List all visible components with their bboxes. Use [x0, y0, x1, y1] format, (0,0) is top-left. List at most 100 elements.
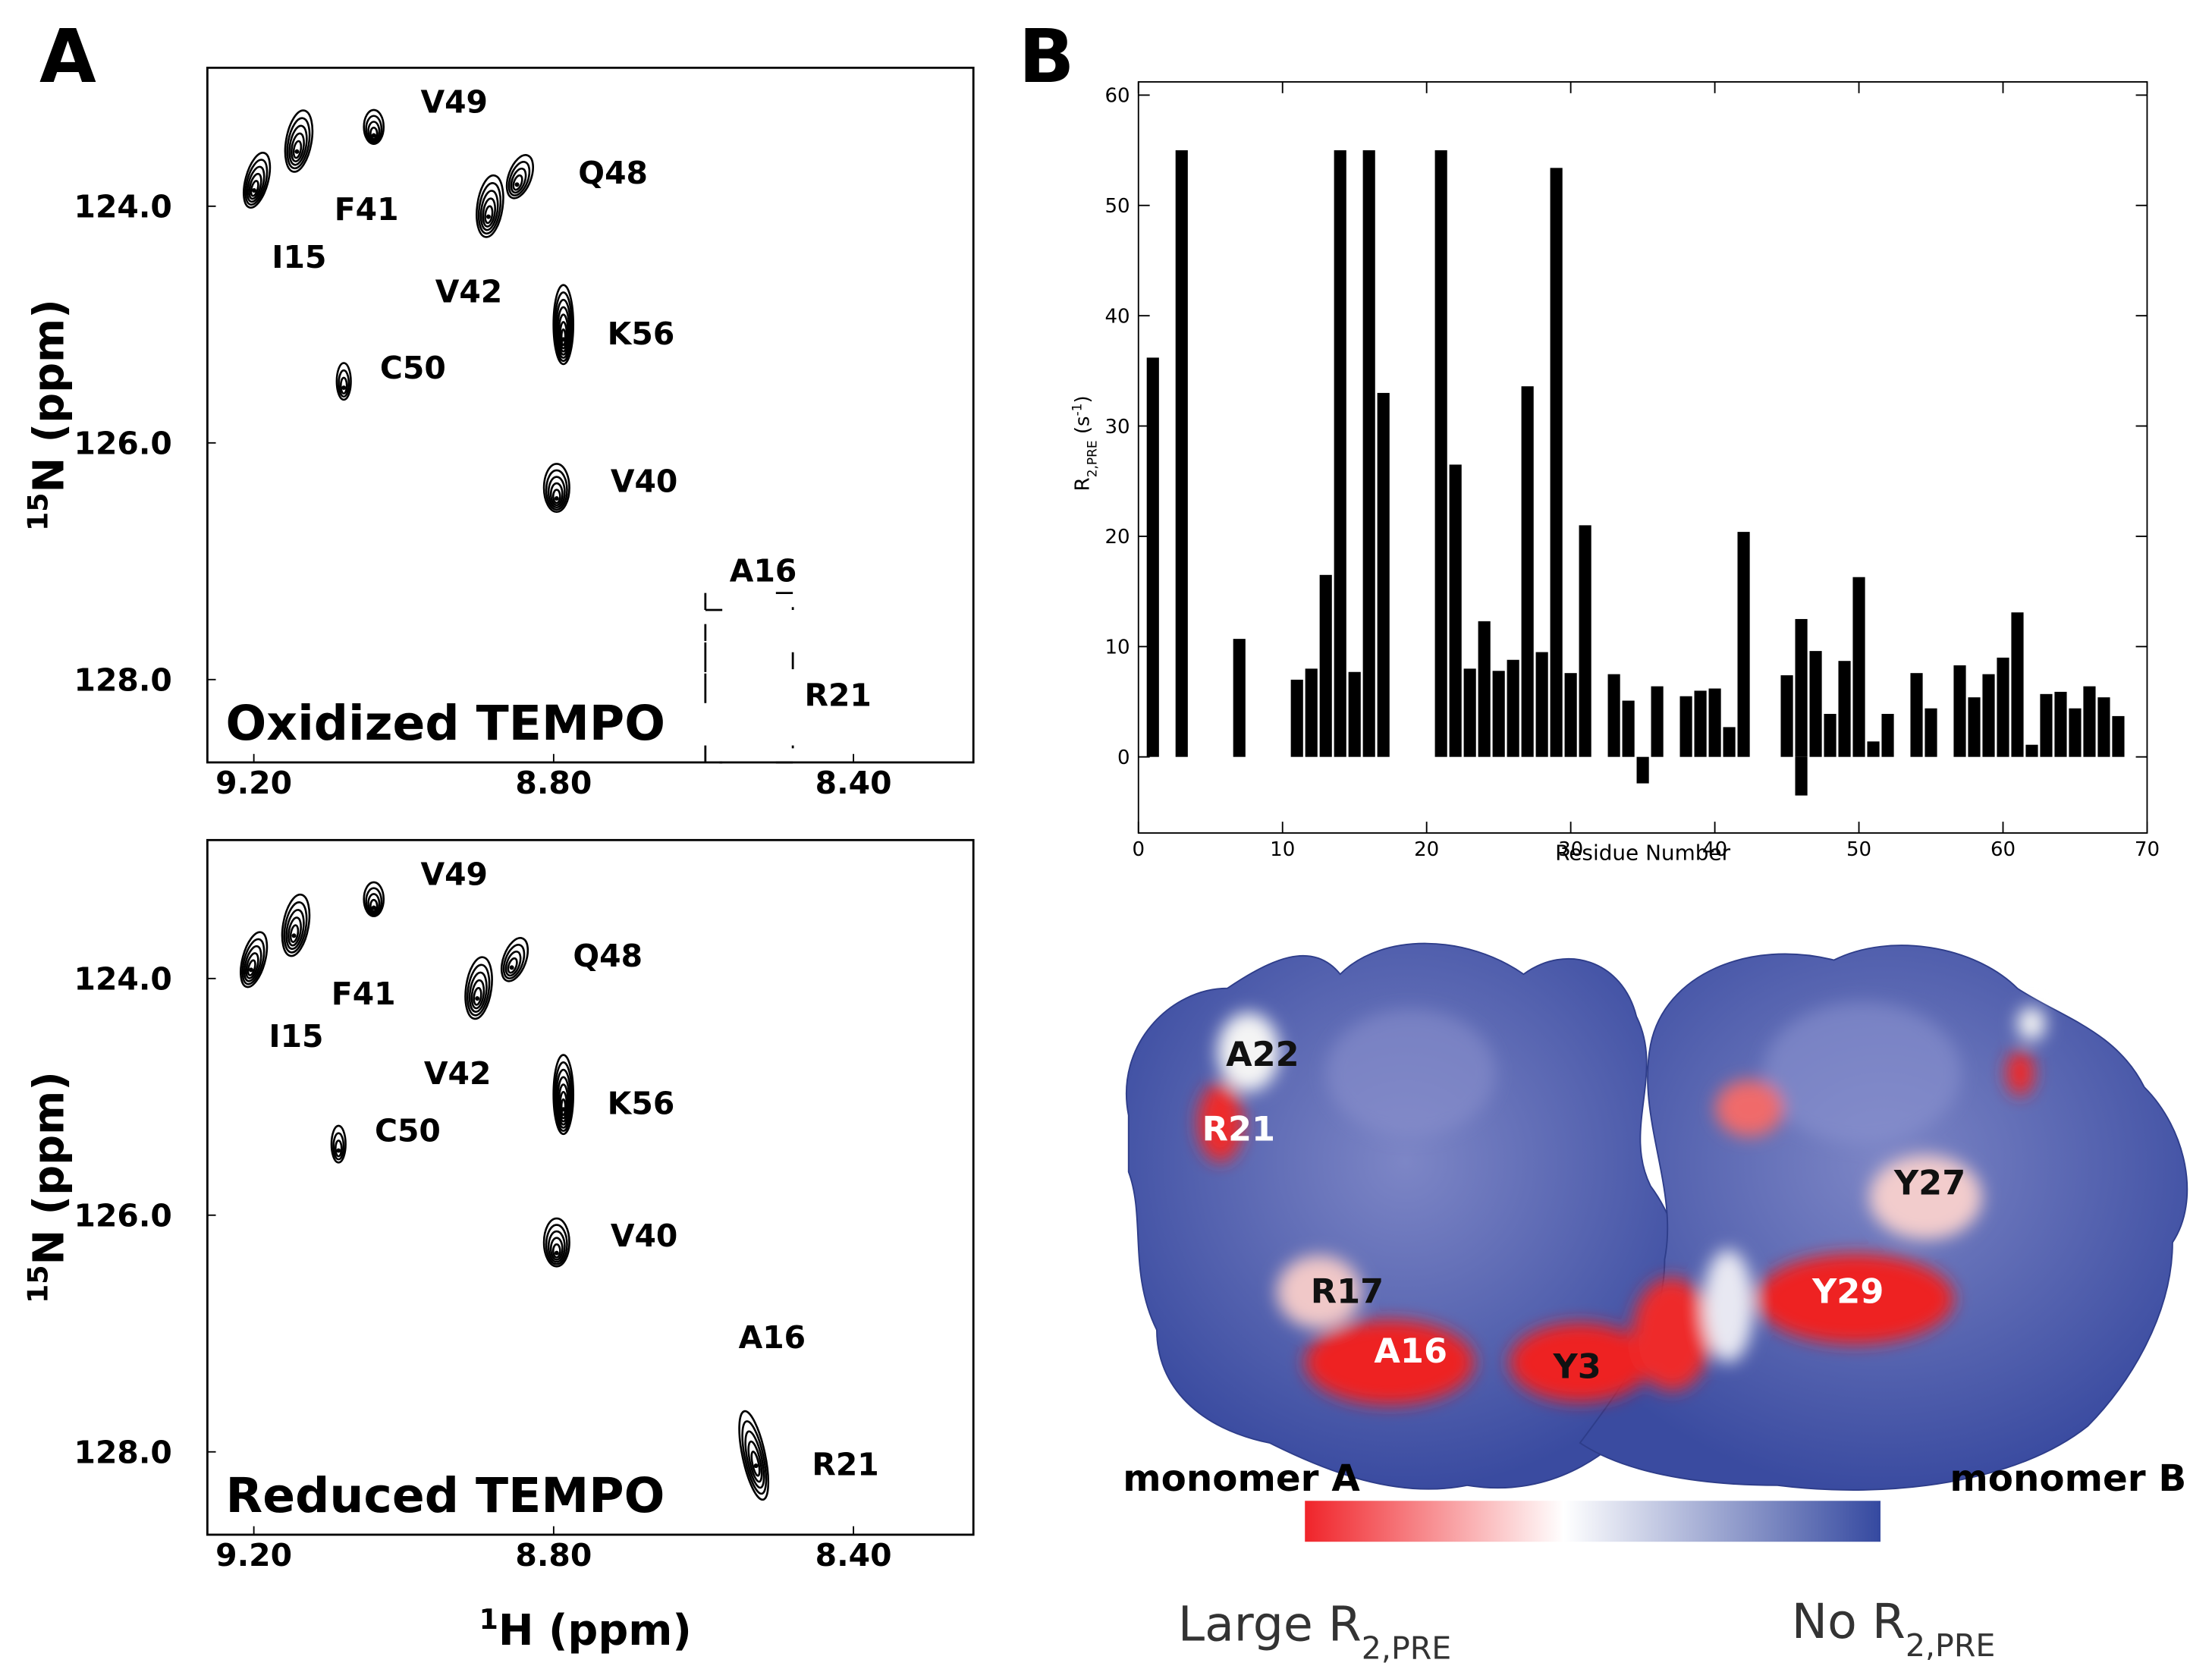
colorbar-label-part: 2,PRE [1362, 1630, 1452, 1666]
contour [556, 306, 570, 356]
bar [2083, 686, 2096, 757]
molecular-surface [1125, 942, 2188, 1542]
bar [1348, 671, 1361, 757]
y-tick-label: 10 [1105, 637, 1130, 659]
bar [2011, 612, 2024, 757]
bar [2112, 715, 2125, 757]
residue-label: A22 [1226, 1035, 1299, 1074]
colorbar-label-part: No R [1792, 1593, 1906, 1649]
peak-label: K56 [608, 316, 675, 352]
peak [240, 931, 269, 989]
peak-label: C50 [380, 350, 446, 386]
contour-center [252, 188, 256, 193]
bar [1233, 639, 1246, 757]
peak-label: F41 [331, 976, 396, 1012]
monomer-label: monomer B [1950, 1457, 2186, 1500]
contour [243, 945, 262, 982]
contour-center [249, 967, 254, 973]
x-tick-label: 40 [1702, 838, 1727, 861]
contour [367, 893, 381, 914]
residue-label: R21 [1202, 1110, 1275, 1149]
bar [1636, 756, 1649, 784]
y-tick-label: 30 [1105, 416, 1130, 439]
contour [500, 937, 529, 982]
contour [507, 957, 518, 974]
y-axis-label-part: 15 [21, 493, 54, 531]
spectrum-title: Reduced TEMPO [226, 1467, 665, 1523]
peak [330, 1124, 347, 1164]
bar [1982, 674, 1995, 757]
bar [2025, 744, 2038, 757]
contour [467, 963, 491, 1017]
contour-center [485, 214, 491, 219]
bar [1449, 464, 1462, 757]
colorbar-label: No R2,PRE [1792, 1593, 1996, 1664]
peak-label: A16 [730, 553, 797, 589]
peak [552, 284, 575, 366]
peak [542, 1217, 570, 1268]
contour [468, 971, 488, 1013]
panel-label: A [39, 14, 96, 99]
x-tick-label: 8.80 [515, 1537, 592, 1573]
y-tick-label: 126.0 [74, 1198, 172, 1234]
bar [1607, 674, 1620, 757]
y-axis-label-part: 15 [21, 1265, 54, 1303]
peak [284, 109, 314, 173]
x-tick-label: 30 [1558, 838, 1583, 861]
highlight [1326, 1009, 1496, 1137]
bar [1290, 679, 1303, 757]
contour [507, 161, 531, 196]
contour [242, 152, 272, 209]
contour [330, 1124, 347, 1164]
contour [542, 1217, 570, 1268]
bar [1723, 727, 1736, 757]
contour [244, 159, 269, 206]
peak-label: Q48 [578, 155, 648, 191]
bar [1507, 659, 1519, 757]
peak [464, 956, 493, 1020]
y-tick-label: 128.0 [74, 662, 172, 699]
contour [365, 887, 383, 916]
contour-center [561, 337, 566, 342]
contour [363, 881, 385, 917]
bar [1334, 150, 1346, 757]
contour [476, 174, 504, 238]
contour [555, 1068, 572, 1129]
bar [1997, 657, 2009, 757]
y-tick-label: 128.0 [74, 1435, 172, 1471]
contour [369, 126, 379, 140]
panel-label: B [1019, 14, 1075, 99]
y-axis-label-part: R [1072, 477, 1095, 491]
contour [559, 321, 568, 350]
patch [1197, 1083, 1243, 1162]
bar [1795, 756, 1808, 796]
patch [1632, 1278, 1711, 1391]
peak-label: C50 [375, 1112, 441, 1149]
bar [1867, 741, 1880, 757]
spectrum-frame [206, 66, 975, 764]
y-axis-label-part: N (ppm) [25, 299, 74, 492]
bar [1953, 665, 1966, 757]
patch [2017, 1006, 2046, 1041]
x-tick-label: 0 [1132, 838, 1145, 861]
contour [473, 986, 482, 1006]
contour [547, 1230, 566, 1263]
contour [542, 463, 570, 514]
bar [1579, 525, 1591, 757]
spectrum-frame [206, 838, 975, 1536]
y-tick-label: 60 [1105, 85, 1130, 108]
y-axis-label-part: ) [1072, 395, 1095, 403]
contour [284, 109, 314, 173]
peak [242, 152, 272, 209]
contour [335, 1139, 343, 1158]
y-tick-label: 0 [1117, 747, 1130, 769]
patch [2006, 1050, 2034, 1096]
contour [551, 489, 561, 505]
bar [1463, 668, 1476, 757]
colorbar-label: Large R2,PRE [1178, 1595, 1451, 1666]
contour-center [371, 905, 376, 910]
contour [545, 469, 568, 511]
contour [502, 944, 526, 979]
contour [549, 482, 564, 507]
contour [505, 154, 534, 200]
